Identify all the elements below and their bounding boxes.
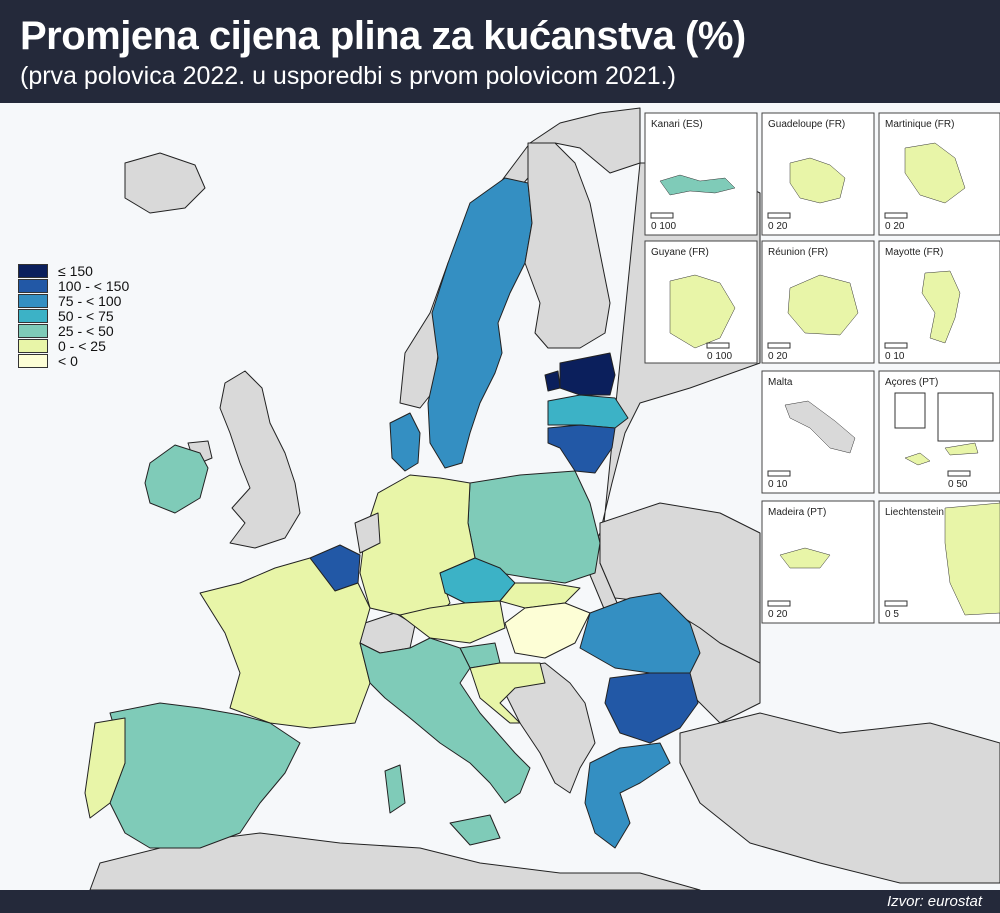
inset-label-mayotte: Mayotte (FR) (885, 247, 943, 258)
inset-label-guadeloupe: Guadeloupe (FR) (768, 119, 845, 130)
country-north-africa (89, 832, 701, 890)
inset-scale-kanari: 0 100 (651, 221, 676, 232)
country-spain (109, 702, 301, 849)
inset-label-martinique: Martinique (FR) (885, 119, 954, 130)
country-croatia (469, 662, 546, 724)
legend-label: 0 - < 25 (58, 338, 106, 354)
legend-swatch (18, 339, 48, 353)
inset-label-guyane: Guyane (FR) (651, 247, 709, 258)
legend-swatch (18, 309, 48, 323)
country-netherlands (354, 512, 381, 554)
map-subtitle: (prva polovica 2022. u usporedbi s prvom… (20, 62, 676, 90)
legend-label: 100 - < 150 (58, 278, 130, 294)
inset-scale-guyane: 0 100 (707, 351, 732, 362)
europe-map: Kanari (ES) 0 100 Guadeloupe (FR) 0 20 M… (84, 107, 1000, 890)
legend-swatch (18, 354, 48, 368)
country-estonia-islands (544, 370, 561, 392)
inset-scale-acores: 0 50 (948, 479, 968, 490)
inset-label-madeira: Madeira (PT) (768, 507, 826, 518)
inset-label-acores: Açores (PT) (885, 377, 938, 388)
country-latvia (547, 394, 629, 429)
legend-swatch (18, 324, 48, 338)
country-hungary (504, 602, 591, 659)
country-ireland (144, 444, 209, 514)
inset-scale-reunion: 0 20 (768, 351, 788, 362)
country-estonia (559, 352, 616, 396)
inset-label-liechtenstein: Liechtenstein (885, 507, 944, 518)
source-credit: Izvor: eurostat (886, 893, 982, 910)
legend-label: 25 - < 50 (58, 323, 114, 339)
country-austria (399, 600, 506, 644)
inset-label-malta: Malta (768, 377, 793, 388)
country-italy-sicily (449, 814, 501, 846)
legend-label: 75 - < 100 (58, 293, 122, 309)
country-romania (579, 592, 701, 674)
country-turkey (679, 712, 1000, 884)
inset-scale-liechtenstein: 0 5 (885, 609, 899, 620)
legend-label: ≤ 150 (58, 263, 93, 279)
legend-label: < 0 (58, 353, 78, 369)
country-lithuania (547, 424, 616, 474)
inset-scale-malta: 0 10 (768, 479, 788, 490)
inset-scale-guadeloupe: 0 20 (768, 221, 788, 232)
legend-swatch (18, 264, 48, 278)
country-sweden (427, 177, 533, 469)
country-portugal (84, 717, 126, 819)
country-italy-sardinia (384, 764, 406, 814)
country-finland (524, 142, 611, 349)
legend-label: 50 - < 75 (58, 308, 114, 324)
country-iceland (124, 152, 206, 214)
inset-label-kanari: Kanari (ES) (651, 119, 703, 130)
footer: Izvor: eurostat (0, 890, 1000, 913)
country-united-kingdom (219, 370, 301, 549)
country-balkans (504, 662, 596, 794)
inset-panels: Kanari (ES) 0 100 Guadeloupe (FR) 0 20 M… (644, 112, 1000, 624)
inset-label-reunion: Réunion (FR) (768, 247, 828, 258)
inset-scale-madeira: 0 20 (768, 609, 788, 620)
legend-swatch (18, 279, 48, 293)
country-greece (584, 742, 671, 849)
country-germany (359, 474, 476, 624)
country-italy (359, 637, 531, 804)
map-area: Kanari (ES) 0 100 Guadeloupe (FR) 0 20 M… (0, 103, 1000, 890)
country-bulgaria (604, 672, 699, 744)
inset-scale-martinique: 0 20 (885, 221, 905, 232)
inset-scale-mayotte: 0 10 (885, 351, 905, 362)
legend-swatch (18, 294, 48, 308)
header: Promjena cijena plina za kućanstva (%) (… (0, 0, 1000, 103)
country-ukraine (599, 502, 761, 664)
country-denmark (389, 412, 421, 472)
map-title: Promjena cijena plina za kućanstva (%) (20, 14, 746, 58)
